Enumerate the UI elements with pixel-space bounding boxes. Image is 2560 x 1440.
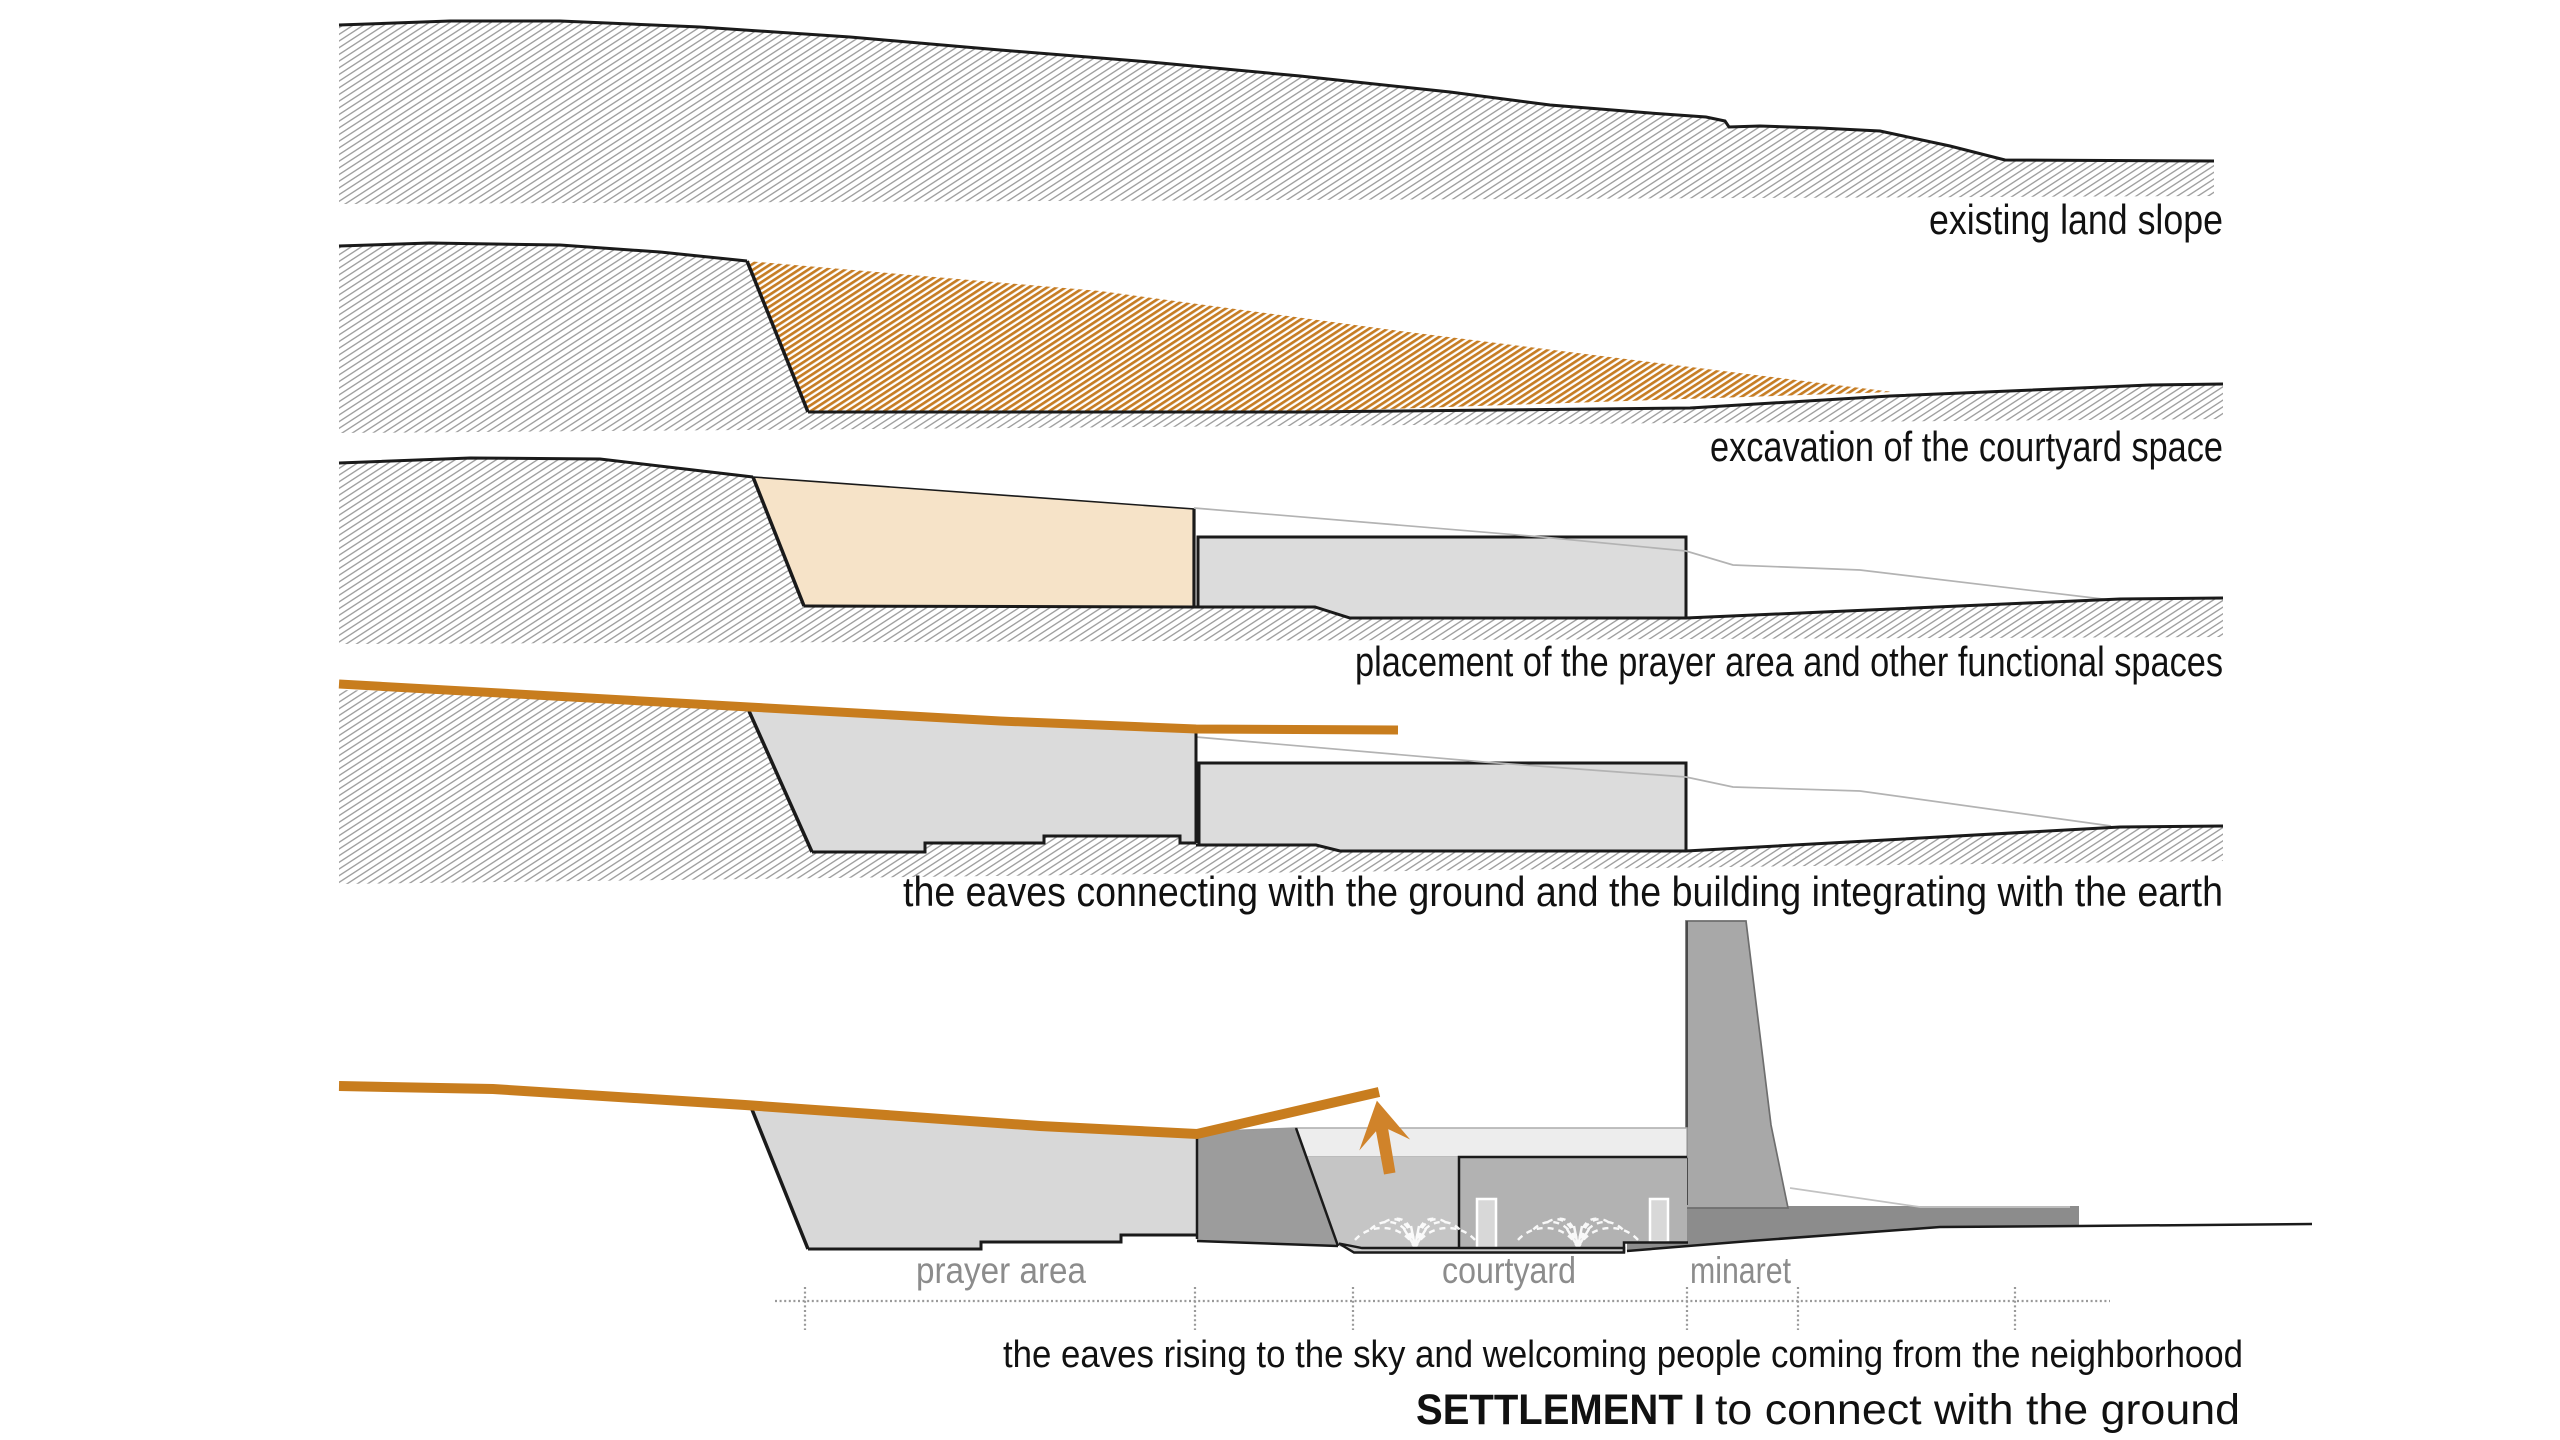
svg-text:existing land slope: existing land slope [1929, 196, 2223, 243]
svg-text:to connect with the ground: to connect with the ground [1715, 1386, 2240, 1434]
svg-text:the eaves connecting with the: the eaves connecting with the ground and… [903, 868, 2223, 915]
svg-text:SETTLEMENT I: SETTLEMENT I [1416, 1386, 1705, 1434]
svg-text:excavation of the courtyard sp: excavation of the courtyard space [1710, 423, 2223, 470]
svg-text:prayer area: prayer area [916, 1250, 1086, 1291]
svg-text:placement of the prayer area a: placement of the prayer area and other f… [1355, 638, 2223, 685]
svg-text:minaret: minaret [1690, 1250, 1792, 1291]
svg-text:courtyard: courtyard [1442, 1250, 1576, 1291]
svg-text:the eaves rising to the sky an: the eaves rising to the sky and welcomin… [1003, 1334, 2243, 1376]
